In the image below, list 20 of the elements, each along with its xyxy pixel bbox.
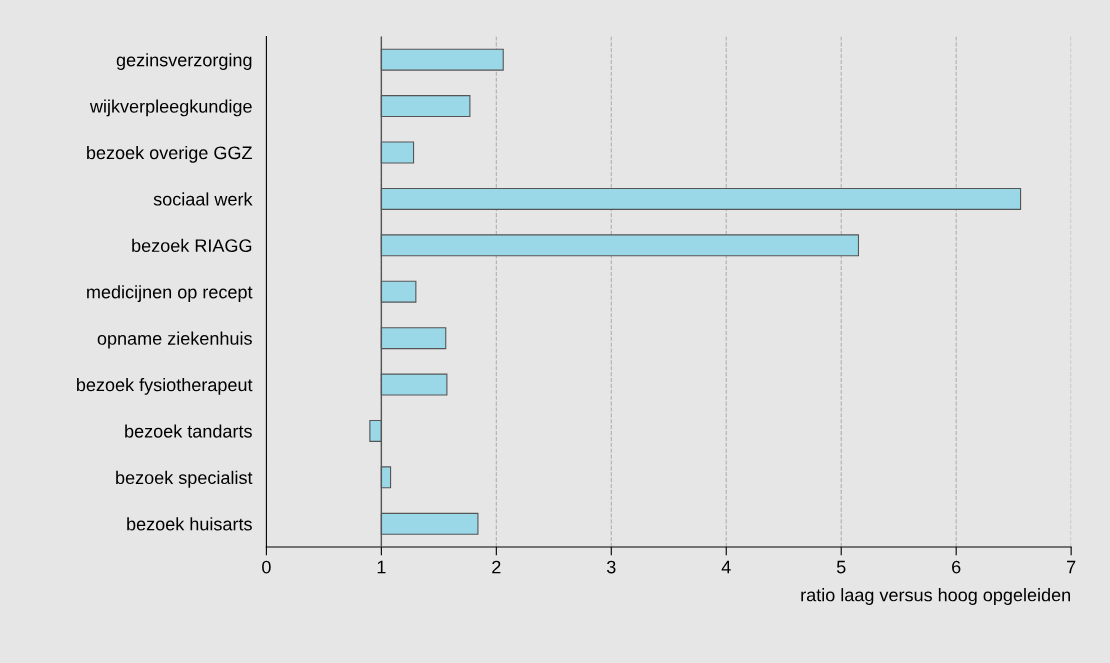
x-tick-label: 3 bbox=[606, 560, 616, 574]
y-tick-label: bezoek fysiotherapeut bbox=[77, 378, 253, 395]
y-tick-label: bezoek tandarts bbox=[125, 424, 252, 438]
x-axis-title: ratio laag versus hoog opgeleiden bbox=[801, 588, 1070, 605]
y-tick-label: bezoek huisarts bbox=[127, 517, 252, 531]
y-tick-label: opname ziekenhuis bbox=[97, 331, 252, 349]
x-tick-label: 7 bbox=[1067, 560, 1076, 574]
x-tick-label: 2 bbox=[492, 560, 501, 574]
x-tick-label: 4 bbox=[721, 560, 731, 574]
y-tick-label: sociaal werk bbox=[153, 192, 253, 206]
x-tick-label: 1 bbox=[377, 560, 386, 574]
y-tick-label: bezoek specialist bbox=[116, 470, 253, 488]
y-tick-label: wijkverpleegkundige bbox=[89, 99, 252, 117]
y-tick-label: gezinsverzorging bbox=[116, 53, 252, 70]
y-tick-label: bezoek RIAGG bbox=[132, 238, 252, 253]
x-tick-label: 5 bbox=[836, 560, 846, 574]
y-tick-label: medicijnen op recept bbox=[87, 285, 253, 303]
x-tick-label: 6 bbox=[952, 560, 961, 574]
x-tick-label: 0 bbox=[262, 560, 271, 574]
y-tick-label: bezoek overige GGZ bbox=[87, 145, 252, 163]
